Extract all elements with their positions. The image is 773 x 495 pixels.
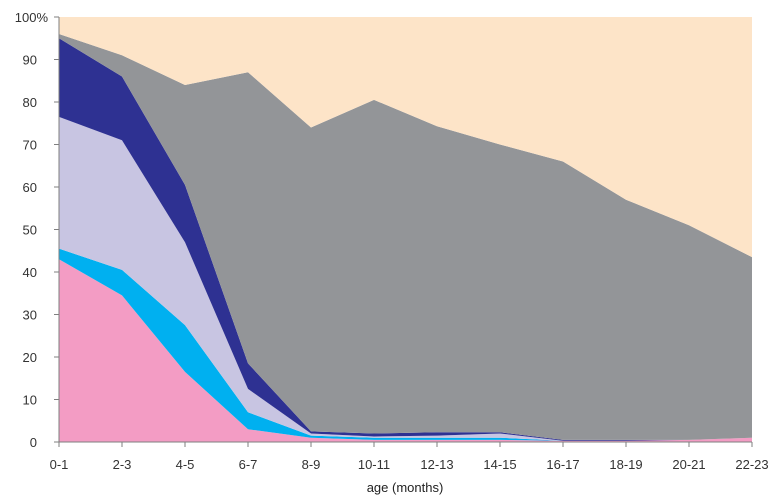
x-tick-label: 20-21 — [672, 457, 705, 472]
x-tick-label: 22-23 — [735, 457, 768, 472]
y-tick-label: 100% — [15, 10, 49, 25]
area-series-1 — [59, 259, 752, 442]
x-tick-label: 14-15 — [483, 457, 516, 472]
y-tick-label: 90 — [23, 53, 37, 68]
area-series-4 — [59, 38, 752, 441]
area-series-6 — [59, 17, 752, 258]
x-tick-label: 6-7 — [239, 457, 258, 472]
y-tick-label: 60 — [23, 180, 37, 195]
x-tick-label: 4-5 — [176, 457, 195, 472]
x-tick-label: 2-3 — [113, 457, 132, 472]
area-series-5 — [59, 34, 752, 440]
y-tick-label: 70 — [23, 138, 37, 153]
chart-areas — [59, 17, 752, 442]
y-tick-label: 80 — [23, 95, 37, 110]
area-series-3 — [59, 116, 752, 441]
x-tick-label: 10-11 — [358, 457, 390, 472]
area-series-2 — [59, 248, 752, 441]
y-tick-label: 0 — [30, 435, 37, 450]
y-tick-label: 30 — [23, 308, 37, 323]
x-tick-label: 0-1 — [50, 457, 69, 472]
x-axis-ticks: 0-1 2-3 4-5 6-7 8-9 10-11 12-13 14-15 16-17 18-19… — [50, 442, 769, 472]
x-tick-label: 12-13 — [420, 457, 453, 472]
x-tick-label: 16-17 — [546, 457, 579, 472]
y-tick-label: 50 — [23, 223, 37, 238]
y-tick-label: 10 — [23, 393, 37, 408]
x-tick-label: 8-9 — [302, 457, 321, 472]
y-tick-label: 20 — [23, 350, 37, 365]
y-axis-ticks: 0 10 20 30 40 50 60 70 80 90 100% — [15, 10, 59, 450]
x-axis-title: age (months) — [367, 480, 444, 495]
y-tick-label: 40 — [23, 265, 37, 280]
x-tick-label: 18-19 — [609, 457, 642, 472]
